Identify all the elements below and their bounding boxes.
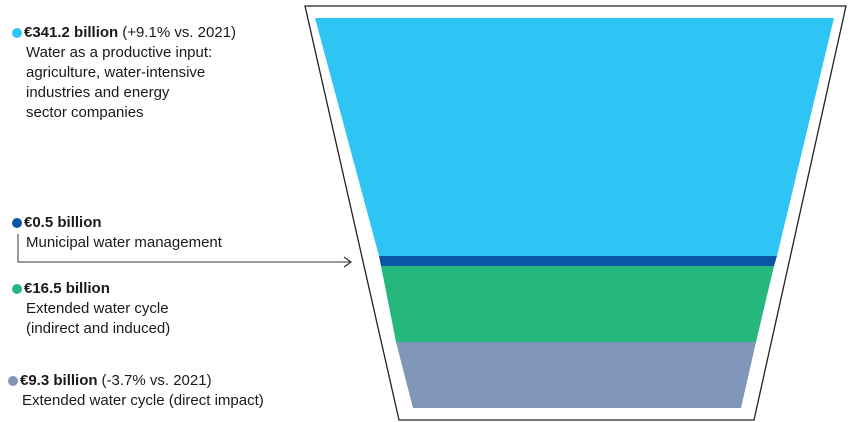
municipal-connector-line xyxy=(17,234,350,263)
legend-extended-indirect: €16.5 billion Extended water cycle (indi… xyxy=(12,279,170,339)
legend-municipal: €0.5 billion Municipal water management xyxy=(12,213,222,253)
legend-dot-productive-input xyxy=(12,28,22,38)
legend-dot-municipal xyxy=(12,218,22,228)
legend-dot-extended-direct xyxy=(8,376,18,386)
amount-municipal: €0.5 billion xyxy=(24,214,102,231)
description-line: sector companies xyxy=(26,104,144,121)
description-line: Municipal water management xyxy=(26,234,222,251)
funnel-outline xyxy=(304,5,847,421)
amount-extended-indirect: €16.5 billion xyxy=(24,280,110,297)
funnel-segment-extended-direct xyxy=(396,342,756,408)
delta-extended-direct: (-3.7% vs. 2021) xyxy=(101,372,212,389)
amount-extended-direct: €9.3 billion xyxy=(20,372,98,389)
legend-productive-input: €341.2 billion (+9.1% vs. 2021) Water as… xyxy=(12,23,236,123)
legend-dot-extended-indirect xyxy=(12,284,22,294)
amount-productive-input: €341.2 billion xyxy=(24,24,119,41)
delta-productive-input: (+9.1% vs. 2021) xyxy=(122,24,237,41)
description-line: Extended water cycle (direct impact) xyxy=(22,392,264,409)
description-line: industries and energy xyxy=(26,84,170,101)
description-line: agriculture, water-intensive xyxy=(26,64,206,81)
description-line: Water as a productive input: xyxy=(26,44,213,61)
description-line: Extended water cycle xyxy=(26,300,169,317)
municipal-connector-arrowhead xyxy=(343,256,353,268)
description-line: (indirect and induced) xyxy=(26,320,171,337)
legend-extended-direct: €9.3 billion (-3.7% vs. 2021) Extended w… xyxy=(8,371,264,411)
funnel-segment-municipal xyxy=(379,256,777,266)
funnel-segment-extended-indirect xyxy=(381,266,774,342)
funnel-segment-productive-input xyxy=(315,18,834,256)
